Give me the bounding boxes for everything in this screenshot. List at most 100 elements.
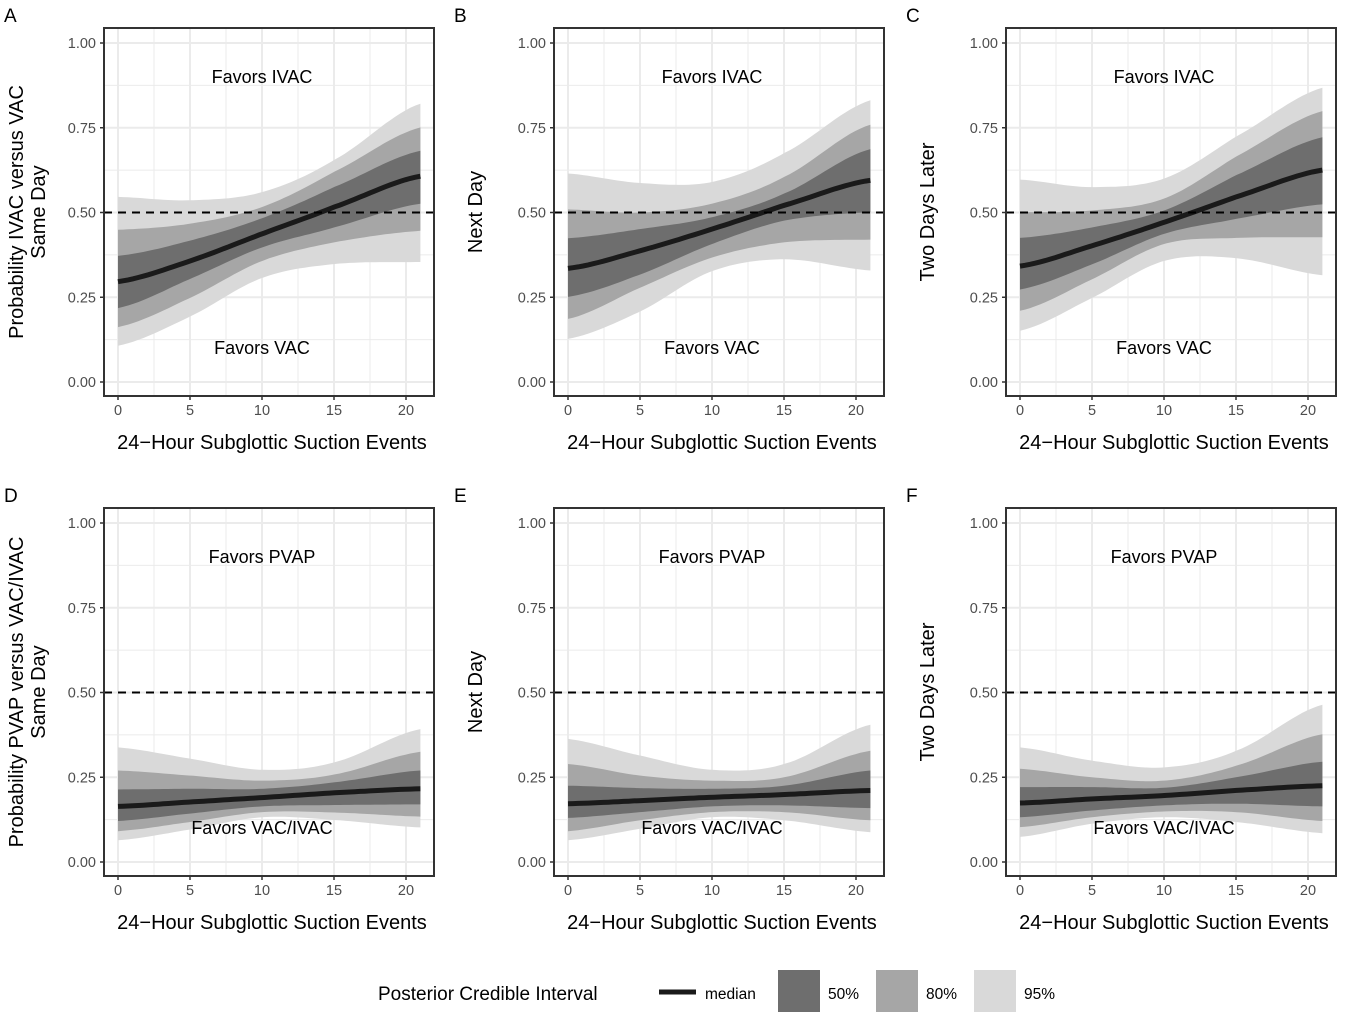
x-tick-label: 10 xyxy=(254,883,270,899)
panel-label: C xyxy=(906,6,920,27)
annotation-bottom: Favors VAC xyxy=(1116,338,1212,358)
x-tick-label: 20 xyxy=(1300,883,1316,899)
y-axis-title: Same Day xyxy=(28,645,50,738)
y-tick-label: 0.50 xyxy=(518,206,546,222)
panel-a: Favors IVAC Favors VAC 0.00 0.25 0.50 0.75 1.0… xyxy=(4,6,435,454)
x-tick-label: 5 xyxy=(186,883,194,899)
x-tick-label: 10 xyxy=(1156,883,1172,899)
y-axis-title: Same Day xyxy=(28,165,50,258)
panel-d: Favors PVAP Favors VAC/IVAC 0.00 0.25 0.50 0.… xyxy=(4,486,435,934)
x-tick-label: 15 xyxy=(776,883,792,899)
annotation-top: Favors PVAP xyxy=(1111,547,1218,567)
x-tick-label: 15 xyxy=(326,403,342,419)
annotation-bottom: Favors VAC/IVAC xyxy=(191,818,332,838)
y-tick-label: 1.00 xyxy=(518,36,546,52)
band-50-percent xyxy=(1020,137,1323,290)
y-tick-label: 0.00 xyxy=(68,855,96,871)
y-tick-label: 0.25 xyxy=(68,770,96,786)
annotation-bottom: Favors VAC/IVAC xyxy=(1093,818,1234,838)
legend-label: 95% xyxy=(1024,986,1055,1003)
y-tick-label: 0.00 xyxy=(518,375,546,391)
x-tick-label: 0 xyxy=(114,883,122,899)
y-tick-label: 0.25 xyxy=(68,290,96,306)
band-50-percent xyxy=(1020,761,1323,818)
y-tick-label: 0.00 xyxy=(518,855,546,871)
y-tick-label: 0.50 xyxy=(970,686,998,702)
panel-c: Favors IVAC Favors VAC 0.00 0.25 0.50 0.75 1.0… xyxy=(906,6,1337,454)
panel-f: Favors PVAP Favors VAC/IVAC 0.00 0.25 0.50 0.… xyxy=(906,486,1337,934)
annotation-bottom: Favors VAC xyxy=(214,338,310,358)
annotation-bottom: Favors VAC/IVAC xyxy=(641,818,782,838)
panel-label: F xyxy=(906,486,918,507)
panel-label: E xyxy=(454,486,467,507)
y-axis-title: Two Days Later xyxy=(917,622,939,761)
x-tick-label: 10 xyxy=(704,883,720,899)
y-tick-label: 0.75 xyxy=(518,121,546,137)
annotation-top: Favors IVAC xyxy=(662,67,763,87)
x-tick-label: 10 xyxy=(1156,403,1172,419)
x-axis-title: 24−Hour Subglottic Suction Events xyxy=(567,912,877,934)
y-tick-label: 0.75 xyxy=(68,601,96,617)
y-tick-label: 0.25 xyxy=(970,290,998,306)
y-tick-label: 0.00 xyxy=(970,855,998,871)
legend-label: 50% xyxy=(828,986,859,1003)
x-tick-label: 20 xyxy=(848,883,864,899)
legend-label: 80% xyxy=(926,986,957,1003)
x-tick-label: 10 xyxy=(704,403,720,419)
x-tick-label: 0 xyxy=(564,403,572,419)
y-tick-label: 0.50 xyxy=(68,686,96,702)
annotation-top: Favors IVAC xyxy=(1114,67,1215,87)
annotation-top: Favors PVAP xyxy=(659,547,766,567)
x-tick-label: 10 xyxy=(254,403,270,419)
x-axis-title: 24−Hour Subglottic Suction Events xyxy=(117,432,427,454)
y-tick-label: 0.00 xyxy=(970,375,998,391)
y-axis-title: Two Days Later xyxy=(917,142,939,281)
median-line xyxy=(117,173,421,285)
y-tick-label: 0.50 xyxy=(970,206,998,222)
y-axis-title: Next Day xyxy=(465,651,487,733)
legend-item-80-percent: 80% xyxy=(876,970,957,1012)
band-50-percent xyxy=(568,770,871,818)
x-tick-label: 0 xyxy=(114,403,122,419)
legend-swatch-ci80 xyxy=(876,970,918,1012)
median-line xyxy=(1019,783,1323,806)
x-tick-label: 5 xyxy=(1088,883,1096,899)
legend-item-median: median xyxy=(656,970,756,1012)
legend-swatch-ci95 xyxy=(974,970,1016,1012)
x-tick-label: 20 xyxy=(848,403,864,419)
x-tick-label: 5 xyxy=(636,403,644,419)
x-tick-label: 15 xyxy=(776,403,792,419)
panel-e: Favors PVAP Favors VAC/IVAC 0.00 0.25 0.50 0.… xyxy=(454,486,885,934)
legend-title: Posterior Credible Interval xyxy=(378,984,598,1005)
y-tick-label: 1.00 xyxy=(970,36,998,52)
median-line xyxy=(567,788,871,807)
y-tick-label: 0.25 xyxy=(518,290,546,306)
x-axis-title: 24−Hour Subglottic Suction Events xyxy=(567,432,877,454)
x-tick-label: 5 xyxy=(636,883,644,899)
x-axis-title: 24−Hour Subglottic Suction Events xyxy=(1019,432,1329,454)
median-line xyxy=(117,786,421,809)
y-tick-label: 0.75 xyxy=(970,121,998,137)
panel-label: B xyxy=(454,6,467,27)
panel-b: Favors IVAC Favors VAC 0.00 0.25 0.50 0.75 1.0… xyxy=(454,6,885,454)
legend-swatch-ci50 xyxy=(778,970,820,1012)
x-tick-label: 15 xyxy=(326,883,342,899)
panel-label: D xyxy=(4,486,18,507)
panels: Favors IVAC Favors VAC 0.00 0.25 0.50 0.75 1.0… xyxy=(4,6,1337,934)
y-axis-title: Next Day xyxy=(465,171,487,253)
y-axis-title: Probability IVAC versus VAC xyxy=(6,85,28,339)
y-tick-label: 0.25 xyxy=(970,770,998,786)
x-axis-title: 24−Hour Subglottic Suction Events xyxy=(117,912,427,934)
y-tick-label: 1.00 xyxy=(68,516,96,532)
x-tick-label: 0 xyxy=(1016,883,1024,899)
y-tick-label: 1.00 xyxy=(518,516,546,532)
x-tick-label: 5 xyxy=(186,403,194,419)
x-axis-title: 24−Hour Subglottic Suction Events xyxy=(1019,912,1329,934)
legend-item-50-percent: 50% xyxy=(778,970,859,1012)
y-tick-label: 1.00 xyxy=(68,36,96,52)
annotation-top: Favors IVAC xyxy=(212,67,313,87)
x-tick-label: 20 xyxy=(398,403,414,419)
band-50-percent xyxy=(568,149,871,297)
y-tick-label: 0.25 xyxy=(518,770,546,786)
x-tick-label: 0 xyxy=(564,883,572,899)
